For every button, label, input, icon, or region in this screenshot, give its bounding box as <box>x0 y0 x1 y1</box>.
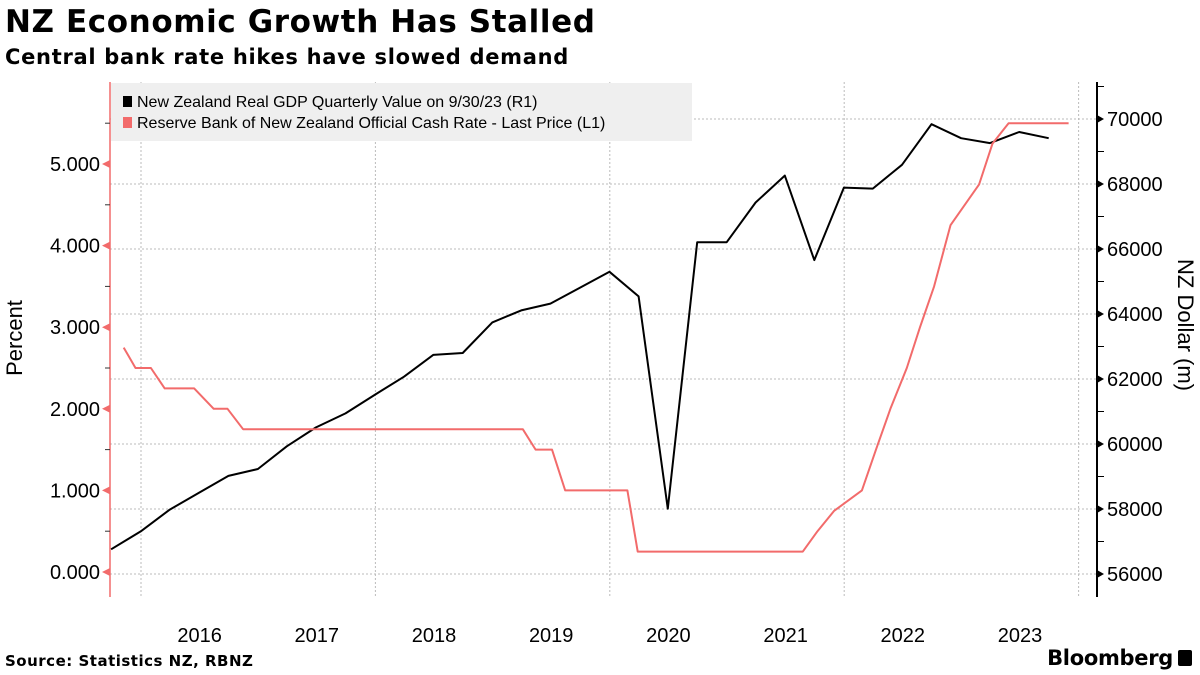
right-tick-mark <box>1097 505 1104 513</box>
left-tick-mark <box>102 568 110 576</box>
x-tick-label: 2021 <box>763 625 808 647</box>
right-tick-mark <box>1097 245 1104 253</box>
legend: New Zealand Real GDP Quarterly Value on … <box>111 83 692 141</box>
right-tick-label: 64000 <box>1107 304 1163 326</box>
left-tick-label: 3.000 <box>50 317 100 339</box>
x-tick-label: 2017 <box>295 625 340 647</box>
right-tick-label: 62000 <box>1107 369 1163 391</box>
right-tick-mark <box>1097 570 1104 578</box>
ocr-series-line <box>122 122 1069 553</box>
left-tick-label: 2.000 <box>50 399 100 421</box>
chart-title: NZ Economic Growth Has Stalled <box>5 4 596 40</box>
left-tick-mark <box>102 160 110 168</box>
right-tick-label: 68000 <box>1107 174 1163 196</box>
x-tick-label: 2016 <box>177 625 222 647</box>
left-axis-title: Percent <box>2 300 27 376</box>
left-tick-mark <box>102 241 110 250</box>
gdp-series-line <box>110 123 1049 551</box>
chart-subtitle: Central bank rate hikes have slowed dema… <box>5 45 570 69</box>
x-tick-label: 2020 <box>646 625 691 647</box>
right-tick-mark <box>1097 310 1104 318</box>
grid <box>110 82 1097 597</box>
left-tick-label: 0.000 <box>50 562 100 584</box>
legend-background <box>111 83 692 141</box>
x-tick-label: 2022 <box>881 625 926 647</box>
series <box>110 122 1069 553</box>
legend-swatch-gdp <box>123 96 132 107</box>
x-tick-label: 2023 <box>998 625 1043 647</box>
x-tick-label: 2019 <box>529 625 574 647</box>
brand-name: Bloomberg <box>1047 646 1173 670</box>
x-tick-label: 2018 <box>412 625 457 647</box>
left-tick-label: 4.000 <box>50 236 100 258</box>
bloomberg-logo-icon <box>1178 650 1192 666</box>
right-tick-label: 60000 <box>1107 434 1163 456</box>
left-tick-mark <box>102 323 110 332</box>
left-tick-label: 5.000 <box>50 154 100 176</box>
left-tick-mark <box>102 404 110 413</box>
right-tick-mark <box>1097 115 1104 123</box>
source-note: Source: Statistics NZ, RBNZ <box>5 652 254 670</box>
right-tick-label: 70000 <box>1107 109 1163 131</box>
legend-label-ocr: Reserve Bank of New Zealand Official Cas… <box>137 115 605 132</box>
right-tick-label: 58000 <box>1107 499 1163 521</box>
right-tick-mark <box>1097 180 1104 188</box>
bloomberg-logo: Bloomberg <box>1047 646 1192 670</box>
right-tick-label: 56000 <box>1107 564 1163 586</box>
legend-swatch-ocr <box>123 117 132 128</box>
right-tick-mark <box>1097 440 1104 448</box>
axes: 56000 58000 60000 62000 64000 66000 68000 70000… <box>50 82 1163 647</box>
legend-label-gdp: New Zealand Real GDP Quarterly Value on … <box>137 94 538 111</box>
left-tick-label: 1.000 <box>50 480 100 502</box>
left-tick-mark <box>102 486 110 495</box>
right-axis-title: NZ Dollar (m) <box>1173 259 1198 391</box>
right-tick-mark <box>1097 375 1104 383</box>
right-tick-label: 66000 <box>1107 239 1163 261</box>
